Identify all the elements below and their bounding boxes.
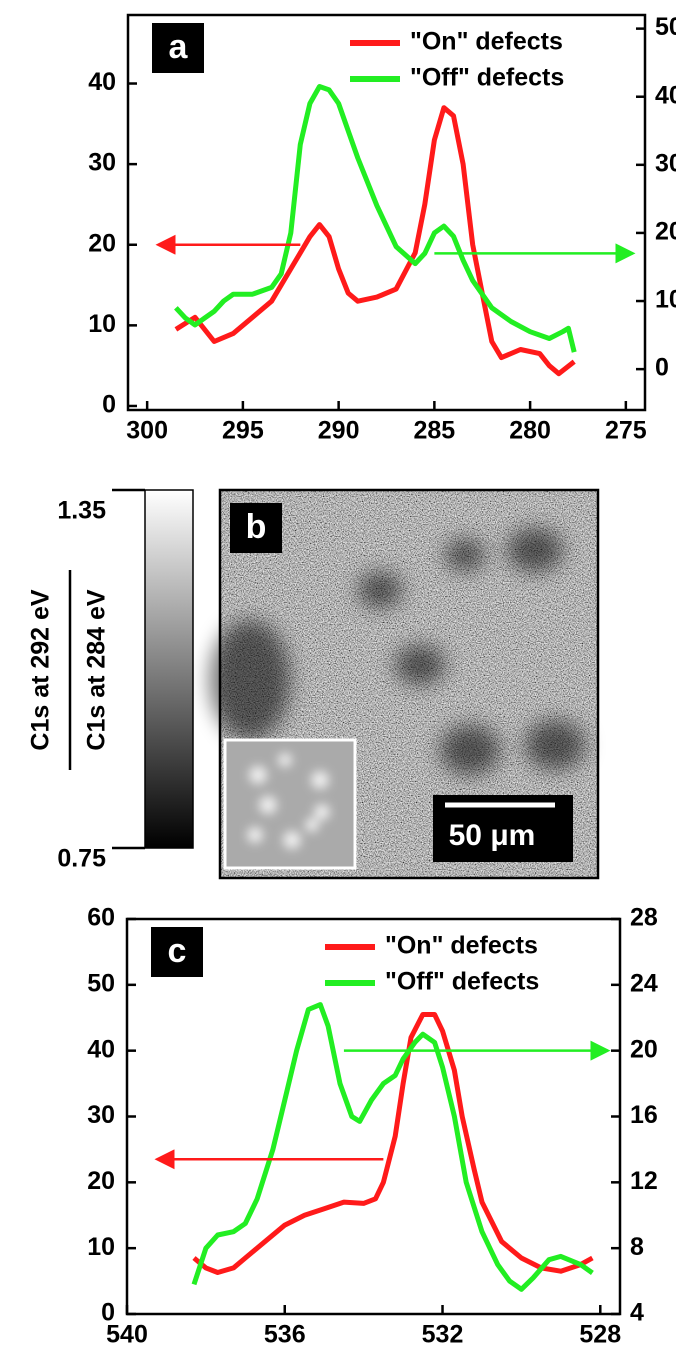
y-tick-label: 20 xyxy=(87,1167,115,1195)
scale-bar-label: 50 μm xyxy=(449,819,536,852)
y2-tick-label: 16 xyxy=(630,1101,658,1129)
x-tick-label: 280 xyxy=(509,417,551,445)
panel-label-box xyxy=(152,23,204,73)
colorbar xyxy=(144,489,194,849)
y-tick-label: 30 xyxy=(88,149,116,177)
x-tick-label: 290 xyxy=(318,417,360,445)
colorbar-tick-label: 1.35 xyxy=(57,497,106,525)
data-line xyxy=(192,1012,594,1275)
x-tick-label: 540 xyxy=(106,1321,148,1349)
y2-tick-label: 40 xyxy=(655,81,676,109)
panel-label: a xyxy=(169,28,189,66)
legend-label: "On" defects xyxy=(385,932,538,960)
y2-tick-label: 8 xyxy=(630,1233,644,1261)
panel-label-box xyxy=(151,927,203,977)
y2-tick-label: 4 xyxy=(630,1299,644,1327)
legend-label: "Off" defects xyxy=(410,64,564,92)
panel-label-box xyxy=(230,503,282,553)
y-tick-label: 10 xyxy=(87,1233,115,1261)
x-tick-label: 275 xyxy=(605,417,647,445)
y-tick-label: 10 xyxy=(88,310,116,338)
y2-tick-label: 28 xyxy=(630,904,658,932)
y-tick-label: 60 xyxy=(87,904,115,932)
legend-label: "Off" defects xyxy=(385,968,539,996)
data-line xyxy=(174,84,577,353)
x-tick-label: 536 xyxy=(264,1321,306,1349)
y2-tick-label: 50 xyxy=(655,13,676,41)
data-line xyxy=(191,1002,594,1292)
data-line xyxy=(174,105,576,377)
x-tick-label: 532 xyxy=(422,1321,464,1349)
legend-label: "On" defects xyxy=(410,28,563,56)
colorbar-numerator: C1s at 292 eV xyxy=(27,589,55,751)
y2-tick-label: 20 xyxy=(655,218,676,246)
map-image xyxy=(210,488,600,880)
plot-frame xyxy=(126,13,647,412)
y-tick-label: 0 xyxy=(102,391,116,419)
y-tick-label: 40 xyxy=(88,68,116,96)
plot-frame xyxy=(125,917,622,1316)
y-tick-label: 0 xyxy=(101,1299,115,1327)
y2-tick-label: 24 xyxy=(630,969,658,997)
panel-label: b xyxy=(246,508,267,546)
y2-tick-label: 12 xyxy=(630,1167,658,1195)
colorbar-tick-label: 0.75 xyxy=(57,845,106,873)
panel-label: c xyxy=(168,932,187,970)
x-tick-label: 295 xyxy=(222,417,264,445)
x-tick-label: 528 xyxy=(579,1321,621,1349)
y-tick-label: 30 xyxy=(87,1101,115,1129)
y2-tick-label: 30 xyxy=(655,149,676,177)
y2-tick-label: 10 xyxy=(655,286,676,314)
y-tick-label: 50 xyxy=(87,969,115,997)
x-tick-label: 300 xyxy=(126,417,168,445)
y2-tick-label: 0 xyxy=(655,354,669,382)
y-tick-label: 20 xyxy=(88,229,116,257)
y2-tick-label: 20 xyxy=(630,1035,658,1063)
y-tick-label: 40 xyxy=(87,1035,115,1063)
colorbar-denominator: C1s at 284 eV xyxy=(83,589,111,751)
x-tick-label: 285 xyxy=(414,417,456,445)
colorbar-label: C1s at 292 eV C1s at 284 eV xyxy=(27,570,111,770)
